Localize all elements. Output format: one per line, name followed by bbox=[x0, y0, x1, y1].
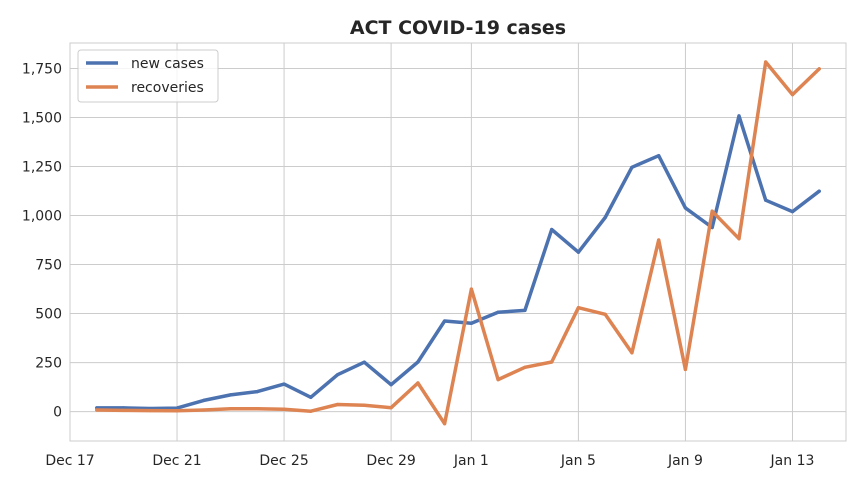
y-tick-label: 1,000 bbox=[22, 209, 62, 225]
data-point-new-cases bbox=[202, 398, 206, 402]
x-tick-label: Jan 1 bbox=[453, 453, 489, 469]
data-point-new-cases bbox=[550, 227, 554, 232]
data-point-new-cases bbox=[416, 360, 420, 364]
series-line-recoveries bbox=[95, 60, 821, 426]
data-point-new-cases bbox=[630, 165, 634, 169]
series-lines bbox=[95, 60, 821, 426]
series-line-new-cases bbox=[95, 114, 821, 411]
data-point-recoveries bbox=[790, 93, 795, 97]
data-point-new-cases bbox=[603, 215, 607, 220]
data-point-recoveries bbox=[362, 403, 366, 407]
y-tick-label: 500 bbox=[35, 307, 62, 323]
x-tick-label: Jan 13 bbox=[770, 453, 815, 469]
data-point-new-cases bbox=[229, 393, 233, 397]
y-tick-label: 1,250 bbox=[22, 160, 62, 176]
x-tick-label: Dec 21 bbox=[152, 453, 201, 469]
data-point-recoveries bbox=[389, 406, 393, 410]
y-tick-label: 0 bbox=[53, 405, 62, 421]
data-point-new-cases bbox=[710, 225, 714, 230]
data-point-new-cases bbox=[443, 319, 447, 323]
data-point-recoveries bbox=[603, 312, 607, 316]
data-point-recoveries bbox=[737, 237, 741, 241]
data-point-new-cases bbox=[469, 321, 473, 325]
data-point-new-cases bbox=[282, 382, 286, 386]
x-tick-label: Dec 25 bbox=[259, 453, 308, 469]
chart-title: ACT COVID-19 cases bbox=[350, 17, 566, 39]
data-point-recoveries bbox=[710, 209, 714, 213]
x-tick-label: Jan 5 bbox=[560, 453, 596, 469]
data-point-recoveries bbox=[523, 365, 527, 369]
data-point-recoveries bbox=[657, 238, 661, 242]
data-point-recoveries bbox=[202, 408, 206, 412]
data-point-recoveries bbox=[336, 402, 340, 407]
legend-label-new-cases: new cases bbox=[131, 56, 204, 72]
data-point-new-cases bbox=[309, 395, 313, 399]
tick-labels: Dec 17 Dec 21 Dec 25 Dec 29 Jan 1 Jan 5 Jan 9 J… bbox=[22, 61, 815, 469]
legend-label-recoveries: recoveries bbox=[131, 80, 204, 96]
data-point-new-cases bbox=[683, 206, 688, 210]
data-point-new-cases bbox=[175, 406, 179, 410]
data-point-recoveries bbox=[229, 407, 233, 411]
y-tick-label: 750 bbox=[35, 258, 62, 274]
data-point-recoveries bbox=[416, 381, 420, 385]
data-point-recoveries bbox=[817, 67, 821, 71]
data-point-recoveries bbox=[764, 60, 768, 64]
data-point-new-cases bbox=[764, 198, 768, 202]
data-point-recoveries bbox=[175, 409, 179, 413]
data-point-recoveries bbox=[576, 306, 581, 310]
data-point-new-cases bbox=[576, 250, 581, 254]
data-point-recoveries bbox=[630, 351, 634, 355]
data-point-new-cases bbox=[362, 360, 366, 364]
x-tick-label: Dec 29 bbox=[366, 453, 415, 469]
data-point-new-cases bbox=[737, 114, 741, 118]
legend: new cases recoveries bbox=[77, 49, 219, 103]
data-point-recoveries bbox=[282, 407, 286, 411]
data-point-recoveries bbox=[121, 408, 126, 412]
data-point-new-cases bbox=[389, 383, 393, 387]
data-point-recoveries bbox=[309, 409, 313, 413]
x-tick-label: Jan 9 bbox=[667, 453, 703, 469]
data-point-new-cases bbox=[255, 390, 259, 394]
data-point-recoveries bbox=[148, 409, 152, 413]
plot-frame bbox=[69, 42, 847, 442]
y-tick-label: 1,500 bbox=[22, 111, 62, 127]
data-point-new-cases bbox=[496, 310, 500, 314]
data-point-new-cases bbox=[336, 373, 340, 377]
data-point-recoveries bbox=[443, 422, 447, 426]
data-point-new-cases bbox=[657, 154, 661, 158]
data-point-recoveries bbox=[95, 408, 99, 412]
data-point-recoveries bbox=[496, 378, 500, 382]
data-point-new-cases bbox=[790, 210, 795, 214]
data-point-recoveries bbox=[469, 287, 473, 291]
data-point-new-cases bbox=[817, 189, 821, 193]
data-point-recoveries bbox=[255, 407, 259, 411]
y-tick-label: 250 bbox=[35, 356, 62, 372]
data-point-new-cases bbox=[523, 308, 527, 312]
x-tick-label: Dec 17 bbox=[45, 453, 94, 469]
data-point-recoveries bbox=[683, 367, 688, 371]
y-tick-label: 1,750 bbox=[22, 61, 62, 77]
data-point-recoveries bbox=[550, 360, 554, 364]
